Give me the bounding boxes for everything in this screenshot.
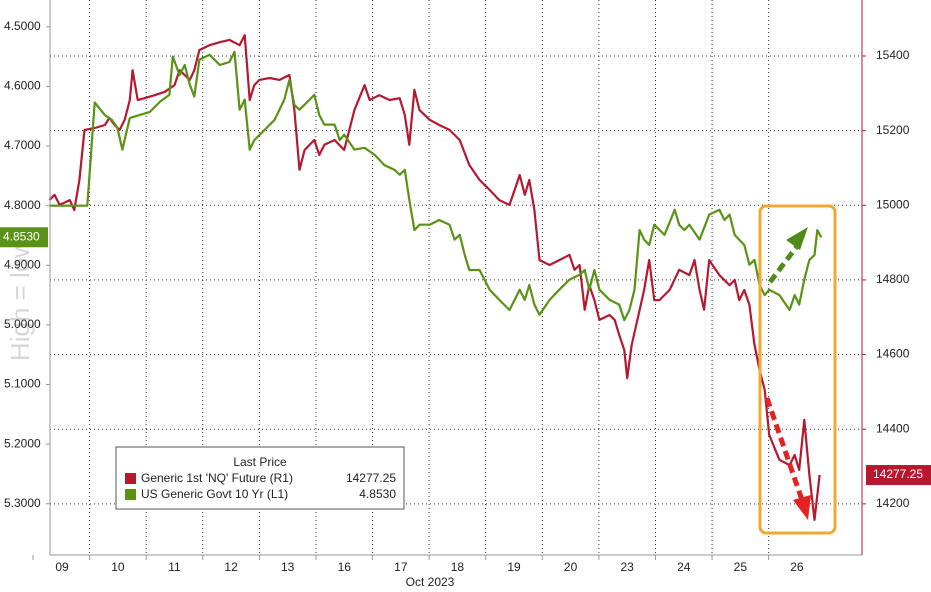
legend-box	[115, 446, 405, 510]
x-tick-label: 25	[734, 560, 748, 574]
up-arrow-head	[786, 227, 808, 250]
legend: Last Price Generic 1st 'NQ' Future (R1) …	[115, 446, 405, 510]
annotation: High = low	[5, 239, 35, 361]
y2-tick-label: 15400	[876, 48, 910, 62]
y-tick-label: 5.0000	[4, 317, 41, 331]
y2-tick-label: 14800	[876, 272, 910, 286]
x-tick-label: 12	[224, 560, 238, 574]
x-tick-label: 10	[111, 560, 125, 574]
x-axis-label: Oct 2023	[406, 575, 455, 589]
x-tick-label: 24	[677, 560, 691, 574]
x-tick-label: 23	[620, 560, 634, 574]
down-arrow-head	[793, 495, 811, 520]
legend-label: US Generic Govt 10 Yr (L1)	[141, 487, 288, 501]
y2-tick-label: 14400	[876, 421, 910, 435]
y-tick-label: 4.5000	[4, 19, 41, 33]
last-value-tag	[0, 227, 48, 248]
y-tick-label: 5.3000	[4, 496, 41, 510]
legend-title: Last Price	[233, 455, 287, 469]
y-tick-label: 4.7000	[4, 138, 41, 152]
x-tick-label: 26	[790, 560, 804, 574]
y-tick-label: 4.6000	[4, 79, 41, 93]
up-arrow	[768, 243, 800, 284]
grid	[50, 0, 862, 555]
legend-swatch	[125, 489, 136, 500]
last-value-tag	[866, 465, 931, 486]
x-tick-label: 20	[564, 560, 578, 574]
y-tick-label: 5.1000	[4, 377, 41, 391]
y2-tick-label: 15000	[876, 197, 910, 211]
legend-value: 4.8530	[359, 487, 396, 501]
legend-value: 14277.25	[346, 471, 396, 485]
y-tick-label: 5.2000	[4, 436, 41, 450]
x-tick-label: 13	[281, 560, 295, 574]
last-value-label: 14277.25	[873, 467, 923, 481]
arrows	[764, 243, 805, 501]
y2-tick-label: 14200	[876, 496, 910, 510]
last-value-label: 4.8530	[3, 229, 40, 243]
x-tick-label: 16	[338, 560, 352, 574]
x-tick-label: 09	[55, 560, 69, 574]
x-tick-label: 18	[451, 560, 465, 574]
series-line	[49, 50, 823, 322]
legend-label: Generic 1st 'NQ' Future (R1)	[141, 471, 293, 485]
y-tick-label: 4.8000	[4, 198, 41, 212]
legend-swatch	[125, 473, 136, 484]
y2-tick-label: 14600	[876, 347, 910, 361]
x-tick-label: 19	[507, 560, 521, 574]
down-arrow	[764, 397, 805, 501]
series-line	[48, 34, 821, 521]
y-tick-label: 4.9000	[4, 257, 41, 271]
x-tick-label: 11	[168, 560, 181, 574]
y2-tick-label: 15200	[876, 123, 910, 137]
highlight-box	[758, 204, 837, 535]
plot	[48, 34, 823, 521]
x-tick-label: 17	[394, 560, 408, 574]
